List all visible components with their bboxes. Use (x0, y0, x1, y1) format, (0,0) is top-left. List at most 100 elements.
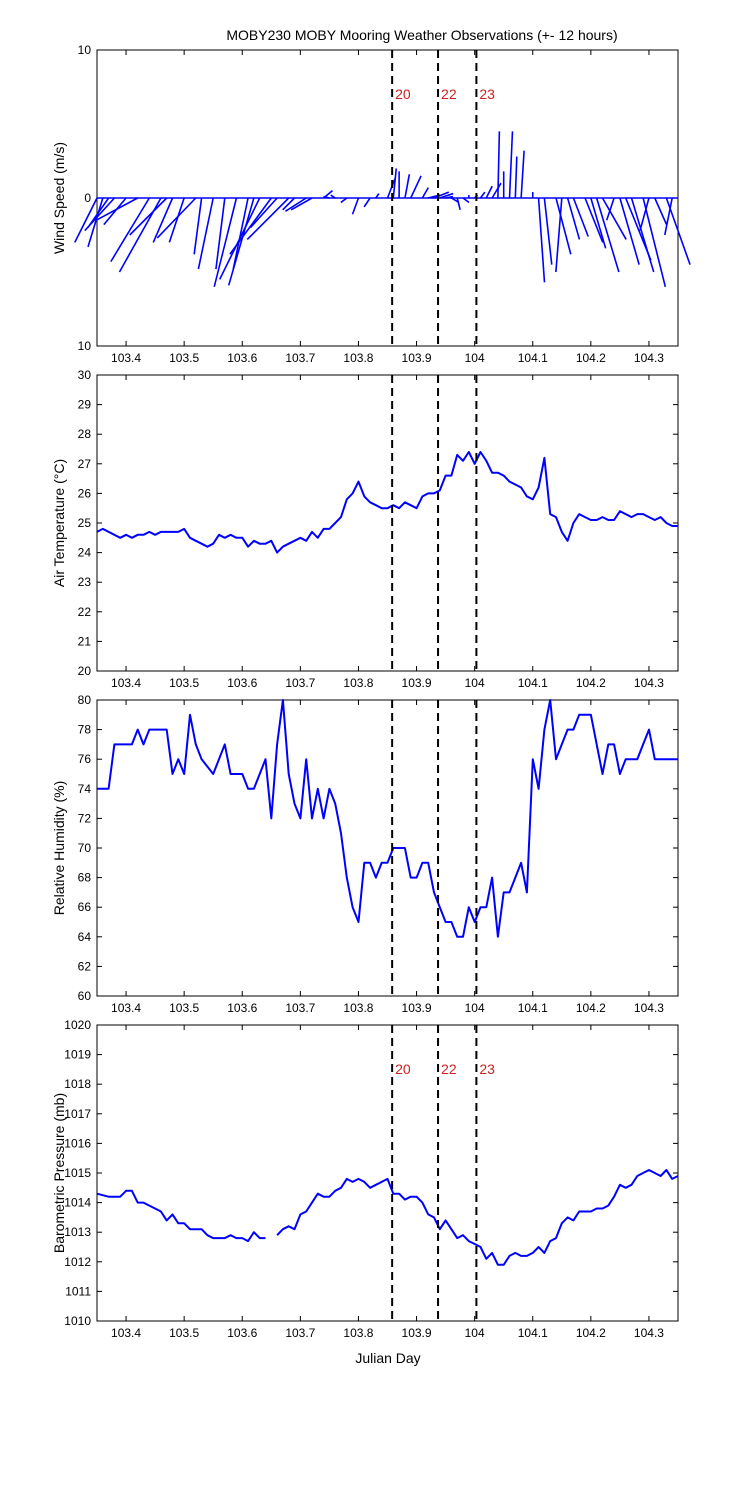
x-tick-label: 103.8 (343, 1326, 373, 1340)
wind-vector (642, 197, 667, 287)
y-tick-label: 74 (78, 782, 92, 796)
y-tick-label: 10 (78, 43, 92, 57)
wind-vector (639, 197, 650, 231)
x-tick-label: 103.4 (111, 676, 141, 690)
y-tick-label: 68 (78, 871, 92, 885)
x-tick-label: 103.5 (169, 676, 199, 690)
x-tick-label: 103.8 (343, 676, 373, 690)
x-tick-label: 104 (465, 1001, 485, 1015)
wind-vector (351, 197, 360, 215)
marker-label: 23 (479, 86, 495, 102)
y-axis-label: Relative Humidity (%) (51, 781, 67, 916)
y-tick-label: 26 (78, 486, 92, 500)
wind-vector (479, 191, 486, 199)
y-tick-label: 62 (78, 959, 92, 973)
wind-vector (566, 197, 581, 240)
y-tick-label: 28 (78, 427, 92, 441)
y-tick-label: 1019 (64, 1048, 91, 1062)
marker-label: 22 (441, 1061, 457, 1077)
y-tick-label: 1013 (64, 1225, 91, 1239)
x-tick-label: 103.8 (343, 351, 373, 365)
y-axis-label: Air Temperature (°C) (51, 459, 67, 587)
x-tick-label: 103.7 (285, 351, 315, 365)
wind-vector (375, 193, 380, 199)
panel-1: 10 0 10 103.4 103.5 103.6 103.7 103.8 103.9 104 10… (51, 43, 691, 365)
y-tick-label: 1018 (64, 1077, 91, 1091)
y-tick-label: 72 (78, 811, 92, 825)
x-tick-label: 104.1 (518, 1326, 548, 1340)
y-tick-label: 1017 (64, 1107, 91, 1121)
wind-vector (584, 197, 604, 243)
wind-vector (168, 197, 185, 243)
y-tick-label: 27 (78, 457, 92, 471)
y-tick-label: 30 (78, 368, 92, 382)
wind-vector (282, 197, 296, 211)
x-tick-label: 103.7 (285, 1326, 315, 1340)
wind-vector (555, 197, 563, 273)
wind-vector (605, 197, 615, 221)
x-tick-label: 103.9 (402, 1326, 432, 1340)
wind-vector (87, 197, 104, 248)
y-tick-label: 80 (78, 693, 92, 707)
wind-vector (590, 197, 607, 249)
marker-label: 22 (441, 86, 457, 102)
wind-vector (462, 197, 470, 204)
x-tick-label: 104.1 (518, 676, 548, 690)
wind-vector (363, 197, 371, 208)
wind-vector (601, 197, 627, 240)
wind-vector (156, 197, 197, 239)
y-tick-label: 22 (78, 605, 92, 619)
wind-vector (386, 178, 396, 199)
wind-vector (433, 191, 450, 199)
x-tick-label: 103.4 (111, 1326, 141, 1340)
wind-vector (595, 197, 620, 273)
x-tick-label: 103.6 (227, 1001, 257, 1015)
x-tick-label: 103.9 (402, 351, 432, 365)
wind-vector (229, 197, 272, 255)
wind-vector (543, 197, 553, 265)
x-tick-label: 103.9 (402, 676, 432, 690)
chart-title: MOBY230 MOBY Mooring Weather Observation… (226, 27, 617, 43)
x-tick-label: 103.4 (111, 1001, 141, 1015)
x-tick-label: 103.9 (402, 1001, 432, 1015)
plot-frame (96, 374, 679, 672)
wind-vector (555, 197, 572, 255)
wind-vector (84, 197, 116, 232)
wind-vector (572, 197, 589, 237)
x-tick-label: 103.4 (111, 351, 141, 365)
wind-vector (246, 197, 290, 241)
y-tick-label: 60 (78, 989, 92, 1003)
wind-vector (249, 197, 278, 229)
series-line (96, 451, 678, 554)
x-tick-label: 104.2 (576, 1001, 606, 1015)
y-tick-label: 64 (78, 930, 92, 944)
x-tick-label: 104.1 (518, 351, 548, 365)
wind-vector (514, 156, 518, 199)
x-tick-label: 104.2 (576, 351, 606, 365)
wind-vector (456, 197, 461, 211)
x-tick-label: 103.6 (227, 351, 257, 365)
wind-vector (103, 197, 127, 226)
wind-vector (445, 195, 454, 199)
y-tick-label: 23 (78, 575, 92, 589)
wind-vector (654, 197, 668, 225)
wind-vector (404, 174, 411, 199)
wind-vector (340, 197, 348, 204)
x-tick-label: 103.5 (169, 1001, 199, 1015)
wind-vector (213, 197, 238, 287)
wind-vector (95, 197, 139, 221)
wind-vector (215, 197, 226, 270)
x-tick-label: 103.7 (285, 676, 315, 690)
y-tick-label: 10 (78, 339, 92, 353)
x-tick-label: 104 (465, 351, 485, 365)
x-tick-label: 104.1 (518, 1001, 548, 1015)
y-tick-label: 1016 (64, 1136, 91, 1150)
x-tick-label: 103.7 (285, 1001, 315, 1015)
wind-vector (537, 197, 546, 283)
wind-vector (497, 131, 501, 199)
wind-vector (285, 197, 307, 212)
wind-vector (410, 175, 422, 199)
y-tick-label: 24 (78, 546, 92, 560)
wind-vector (74, 197, 98, 243)
